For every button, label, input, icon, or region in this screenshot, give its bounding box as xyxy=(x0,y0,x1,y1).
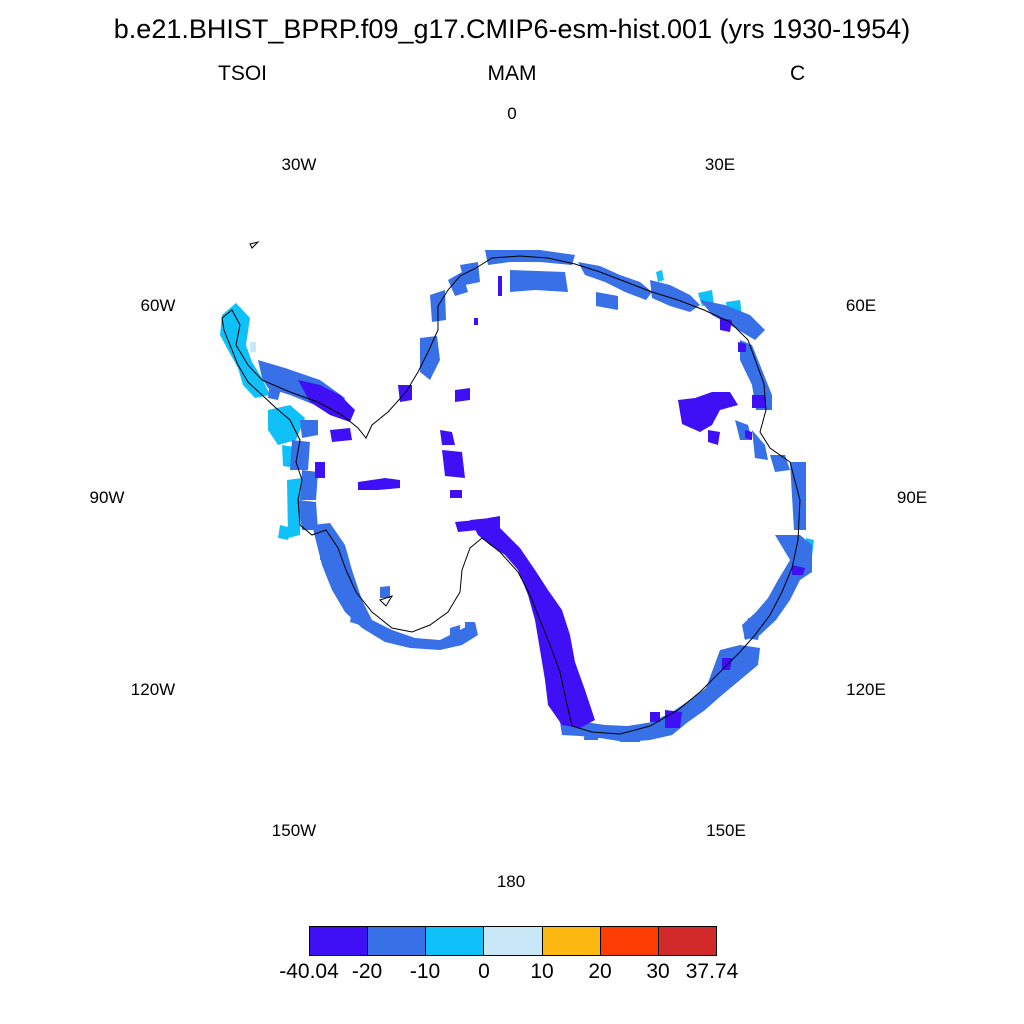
colorbar-swatch xyxy=(368,927,427,955)
colorbar-label: 20 xyxy=(588,960,612,983)
lon-label-60e: 60E xyxy=(845,296,877,315)
season-label: MAM xyxy=(487,62,537,85)
colorbar xyxy=(309,926,717,956)
colorbar-swatch xyxy=(542,927,601,955)
lon-label-120w: 120W xyxy=(130,680,176,699)
colorbar-swatch xyxy=(658,927,716,955)
plot-title: b.e21.BHIST_BPRP.f09_g17.CMIP6-esm-hist.… xyxy=(113,14,911,44)
units-label: C xyxy=(790,62,806,85)
variable-label: TSOI xyxy=(218,62,268,85)
colorbar-label: -40.04 xyxy=(279,960,339,983)
colorbar-swatch xyxy=(484,927,543,955)
colorbar-label: 0 xyxy=(478,960,490,983)
colorbar-label: 37.74 xyxy=(685,960,739,983)
lon-label-150e: 150E xyxy=(706,821,746,840)
colorbar-swatch xyxy=(600,927,659,955)
lon-label-180: 180 xyxy=(496,872,526,891)
colorbar-swatch xyxy=(310,927,369,955)
colorbar-label: -20 xyxy=(351,960,383,983)
lon-label-150w: 150W xyxy=(271,821,317,840)
lon-label-120e: 120E xyxy=(846,680,886,699)
coastline xyxy=(221,241,801,735)
colorbar-swatch xyxy=(426,927,485,955)
lon-label-60w: 60W xyxy=(140,296,176,315)
lon-label-30w: 30W xyxy=(281,155,317,174)
lon-label-0: 0 xyxy=(507,104,517,123)
colorbar-label: 30 xyxy=(646,960,670,983)
data-cells xyxy=(220,250,814,742)
lon-label-90w: 90W xyxy=(89,488,125,507)
colorbar-label: -10 xyxy=(409,960,441,983)
colorbar-label: 10 xyxy=(530,960,554,983)
lon-label-30e: 30E xyxy=(704,155,736,174)
lon-label-90e: 90E xyxy=(896,488,928,507)
